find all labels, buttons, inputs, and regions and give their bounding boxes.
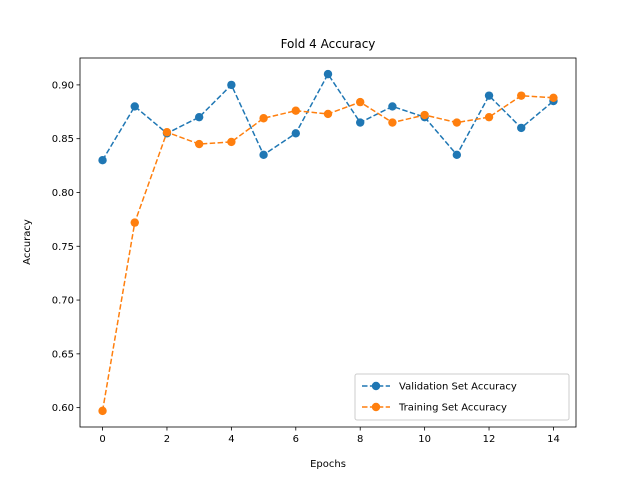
x-tick-label: 6 bbox=[293, 434, 299, 445]
chart-title: Fold 4 Accuracy bbox=[281, 37, 376, 51]
data-point bbox=[194, 139, 204, 149]
x-tick-label: 2 bbox=[164, 434, 170, 445]
data-point bbox=[356, 118, 365, 127]
data-point bbox=[323, 109, 333, 119]
data-point bbox=[194, 112, 204, 122]
data-point bbox=[259, 150, 268, 160]
y-tick-label: 0.85 bbox=[52, 134, 74, 145]
data-point bbox=[388, 118, 397, 127]
data-point bbox=[323, 69, 333, 79]
y-tick-label: 0.65 bbox=[52, 349, 74, 360]
data-point bbox=[517, 91, 526, 100]
data-point bbox=[356, 97, 365, 107]
x-axis-ticks: 0 2 4 6 8 10 12 14 bbox=[99, 427, 560, 445]
y-axis-label: Accuracy bbox=[22, 219, 33, 265]
legend-box bbox=[354, 373, 570, 421]
data-point bbox=[452, 118, 462, 127]
data-point bbox=[388, 102, 397, 111]
data-point bbox=[291, 129, 300, 138]
x-tick-label: 14 bbox=[547, 434, 560, 445]
data-point bbox=[452, 150, 462, 160]
data-point bbox=[420, 110, 429, 120]
data-point bbox=[517, 123, 526, 133]
data-point bbox=[259, 114, 268, 123]
legend-entry-label: Validation Set Accuracy bbox=[399, 382, 517, 393]
y-tick-label: 0.60 bbox=[52, 403, 74, 414]
x-tick-label: 12 bbox=[483, 434, 496, 445]
legend-swatch-marker bbox=[371, 402, 381, 412]
legend-entry-label: Training Set Accuracy bbox=[398, 403, 507, 414]
x-tick-label: 8 bbox=[357, 434, 363, 445]
x-tick-label: 4 bbox=[228, 434, 234, 445]
y-tick-label: 0.75 bbox=[52, 242, 74, 253]
y-tick-label: 0.70 bbox=[52, 296, 74, 307]
series-line-2 bbox=[101, 94, 554, 411]
data-point bbox=[130, 102, 139, 111]
data-point bbox=[484, 112, 494, 122]
x-tick-label: 10 bbox=[418, 434, 431, 445]
legend-swatch-marker bbox=[371, 381, 381, 391]
data-point bbox=[98, 406, 107, 416]
y-tick-label: 0.90 bbox=[52, 80, 74, 91]
data-point bbox=[549, 93, 558, 103]
legend: Validation Set Accuracy Training Set Accu… bbox=[354, 373, 570, 421]
y-tick-label: 0.80 bbox=[52, 188, 74, 199]
data-point bbox=[162, 128, 172, 137]
series-layer bbox=[98, 69, 558, 416]
data-point bbox=[130, 218, 139, 227]
x-axis-label: Epochs bbox=[310, 459, 346, 470]
y-axis-ticks: 0.60 0.65 0.70 0.75 0.80 0.85 0.90 bbox=[52, 80, 80, 414]
data-point bbox=[227, 80, 236, 90]
x-tick-label: 0 bbox=[99, 434, 105, 445]
data-point bbox=[484, 91, 494, 100]
data-point bbox=[227, 137, 236, 147]
data-point bbox=[98, 156, 107, 165]
data-point bbox=[291, 106, 300, 115]
plot-frame bbox=[79, 57, 577, 428]
